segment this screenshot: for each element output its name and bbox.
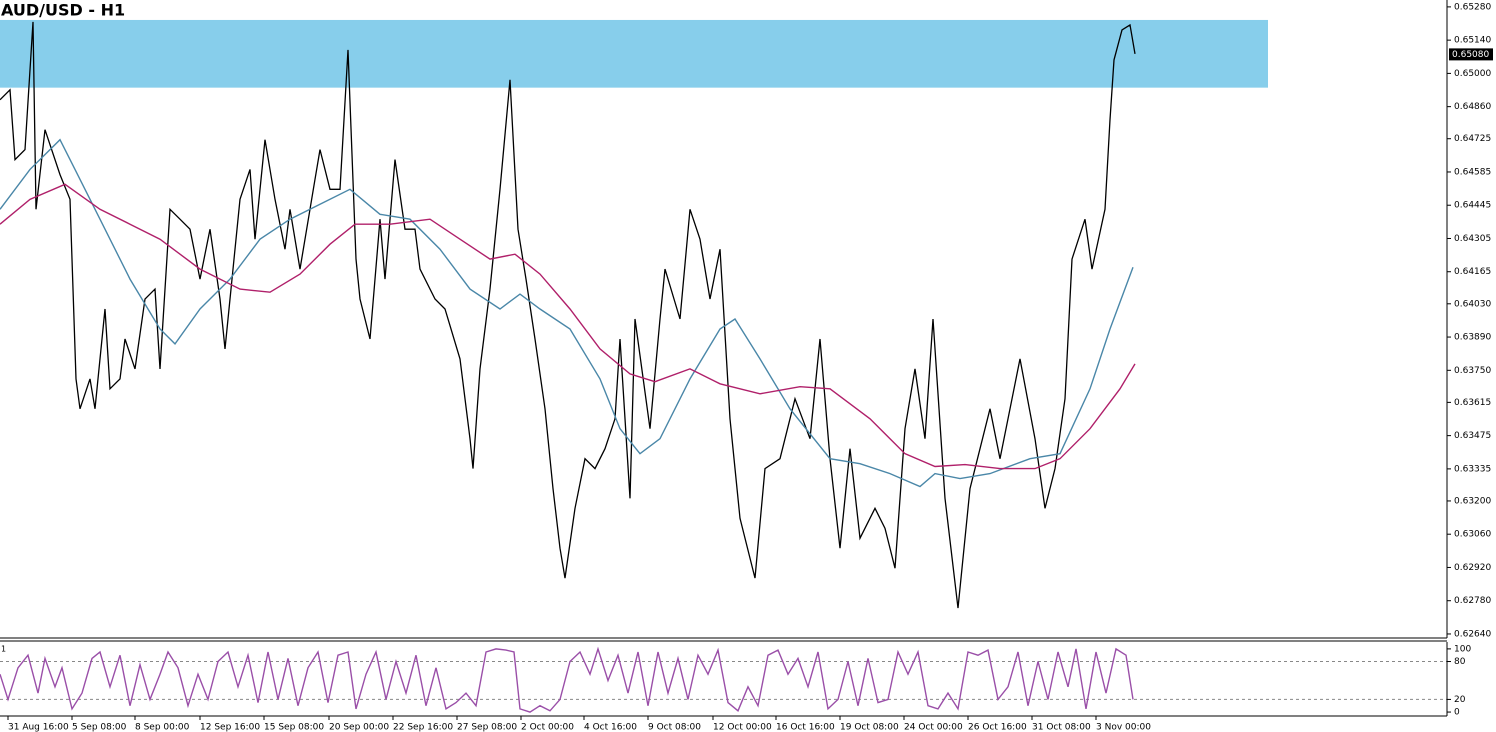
y-tick-label: 0.64725: [1454, 134, 1491, 144]
y-tick-label: 0.63750: [1454, 366, 1491, 376]
y-tick-label: 0.63335: [1454, 464, 1491, 474]
x-tick-label: 26 Oct 16:00: [968, 723, 1027, 732]
x-tick-label: 22 Sep 16:00: [393, 723, 453, 732]
chart-title: AUD/USD - H1: [1, 1, 125, 20]
y-tick-label: 0.64165: [1454, 267, 1491, 277]
y-tick-label: 0.63475: [1454, 431, 1491, 441]
series-line: [0, 138, 1134, 488]
series-line: [0, 183, 1136, 470]
y-tick-label: 0.62920: [1454, 563, 1491, 573]
x-tick-label: 31 Oct 08:00: [1032, 723, 1091, 732]
y-tick-label: 100: [1454, 644, 1471, 654]
zone: [0, 19, 1268, 88]
x-tick-label: 4 Oct 16:00: [584, 723, 637, 732]
x-tick-label: 12 Oct 00:00: [713, 723, 772, 732]
y-tick-label: 0.63890: [1454, 333, 1491, 343]
x-tick-label: 2 Oct 00:00: [521, 723, 574, 732]
x-tick-label: 31 Aug 16:00: [8, 723, 69, 732]
y-tick-label: 0.64030: [1454, 299, 1491, 309]
y-tick-label: 0.65140: [1454, 36, 1491, 46]
y-tick-label: 0.63060: [1454, 530, 1491, 540]
x-tick-label: 19 Oct 08:00: [840, 723, 899, 732]
y-tick-label: 0.64860: [1454, 102, 1491, 112]
x-tick-label: 24 Oct 00:00: [904, 723, 963, 732]
y-tick-label: 0.64585: [1454, 167, 1491, 177]
y-tick-label: 0.62780: [1454, 596, 1491, 606]
y-tick-label: 0.63200: [1454, 496, 1491, 506]
y-tick-label: 0.62640: [1454, 629, 1491, 639]
series-line: [0, 21, 1136, 609]
last-price-label: 0.65080: [1452, 50, 1489, 60]
y-tick-label: 0.65000: [1454, 69, 1491, 79]
x-tick-label: 9 Oct 08:00: [648, 723, 701, 732]
last-price-box: [1449, 48, 1493, 61]
x-tick-label: 3 Nov 00:00: [1096, 723, 1151, 732]
x-tick-label: 27 Sep 08:00: [457, 723, 517, 732]
x-tick-label: 8 Sep 00:00: [135, 723, 190, 732]
indicator-label: 1: [1, 645, 6, 654]
series-line: [0, 646, 1134, 713]
x-tick-label: 20 Sep 00:00: [329, 723, 389, 732]
x-tick-label: 15 Sep 08:00: [264, 723, 324, 732]
y-tick-label: 0: [1454, 708, 1460, 718]
y-tick-label: 0.64445: [1454, 201, 1491, 211]
y-tick-label: 80: [1454, 657, 1466, 667]
y-tick-label: 0.64305: [1454, 234, 1491, 244]
y-tick-label: 0.63615: [1454, 398, 1491, 408]
x-tick-label: 16 Oct 16:00: [776, 723, 835, 732]
y-tick-label: 0.65280: [1454, 2, 1491, 12]
y-tick-label: 20: [1454, 695, 1466, 705]
x-tick-label: 12 Sep 16:00: [200, 723, 260, 732]
x-tick-label: 5 Sep 08:00: [72, 723, 127, 732]
